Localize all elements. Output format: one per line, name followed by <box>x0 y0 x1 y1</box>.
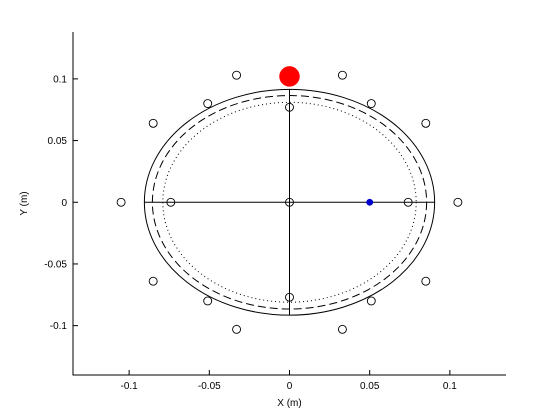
y-tick-label: 0.1 <box>53 74 67 85</box>
outer-ring-markers-point <box>203 296 213 306</box>
outer-ring-markers-point <box>421 118 431 128</box>
y-tick-label: 0.05 <box>48 136 68 147</box>
x-tick-label: -0.05 <box>198 381 221 392</box>
outer-ring-markers-point <box>453 197 463 207</box>
outer-ring-markers-point <box>116 197 126 207</box>
outer-ring-markers-point <box>203 99 213 109</box>
center-lines-group <box>144 89 435 316</box>
x-axis-label: X (m) <box>277 398 301 409</box>
y-tick-label: 0 <box>61 198 67 209</box>
outer-ring-markers-point <box>148 118 158 128</box>
outer-ring-markers-point <box>337 70 347 80</box>
ticks-group: -0.1 -0.05 0 0.05 0.1 0.1 0.05 0 -0.05 -0.1 <box>44 74 457 392</box>
markers-group <box>116 66 463 334</box>
plot-area: -0.1 -0.05 0 0.05 0.1 0.1 0.05 0 -0.05 -0.1 <box>44 32 506 392</box>
outer-ring-markers-point <box>232 70 242 80</box>
inner-markers-point <box>285 102 294 112</box>
outer-ring-markers-point <box>421 276 431 286</box>
inner-markers-point <box>285 292 294 302</box>
inner-markers-point <box>403 197 413 207</box>
outer-ring-markers-point <box>366 296 376 306</box>
x-tick-label: 0.05 <box>360 381 380 392</box>
y-tick-label: -0.1 <box>50 321 68 332</box>
inner-markers-point <box>166 197 176 207</box>
red-point-point <box>279 66 300 87</box>
outer-ring-markers-point <box>366 99 376 109</box>
inner-markers-point <box>285 197 294 207</box>
axis-frame <box>72 32 506 376</box>
x-tick-label: 0 <box>287 381 293 392</box>
outer-ring-markers-point <box>337 324 347 334</box>
outer-ring-markers-point <box>232 324 242 334</box>
x-tick-label: -0.1 <box>121 381 139 392</box>
y-axis-label: Y (m) <box>19 191 30 215</box>
outer-ring-markers-point <box>148 276 158 286</box>
blue-point-point <box>366 198 374 206</box>
y-tick-label: -0.05 <box>44 259 67 270</box>
x-tick-label: 0.1 <box>443 381 457 392</box>
